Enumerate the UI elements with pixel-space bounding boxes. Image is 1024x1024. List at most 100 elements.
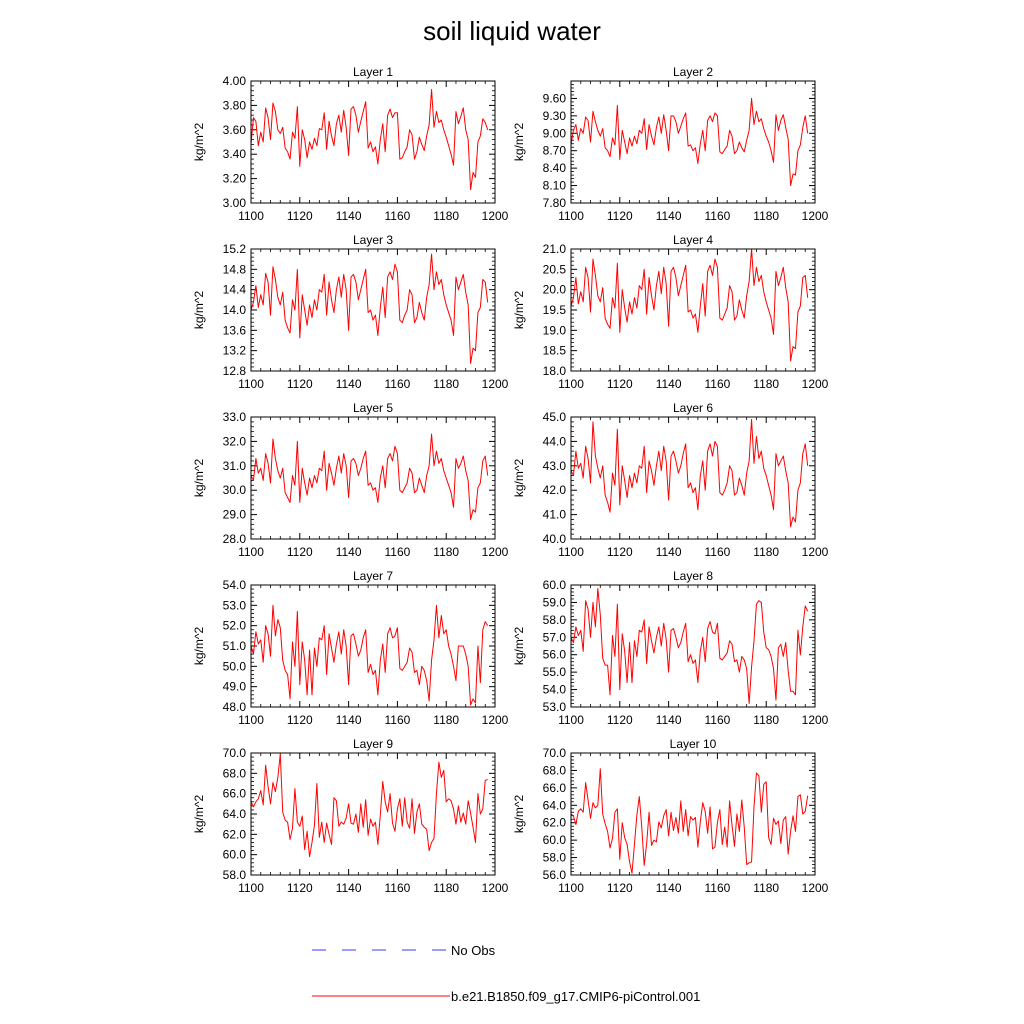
y-tick-label: 48.0 [223, 700, 247, 714]
x-tick-label: 1180 [753, 377, 779, 391]
x-tick-label: 1200 [482, 377, 509, 391]
y-tick-label: 43.0 [543, 459, 567, 473]
y-tick-label: 20.0 [543, 283, 567, 297]
x-tick-label: 1200 [482, 209, 509, 223]
y-tick-label: 8.40 [543, 161, 567, 175]
x-tick-label: 1180 [433, 545, 459, 559]
series-line [570, 768, 809, 874]
x-tick-label: 1120 [287, 713, 313, 727]
y-tick-label: 54.0 [223, 578, 247, 592]
y-tick-label: 64.0 [543, 798, 567, 812]
x-tick-label: 1140 [656, 377, 682, 391]
y-tick-label: 13.6 [223, 323, 247, 337]
y-tick-label: 3.20 [223, 172, 247, 186]
plot-frame [250, 752, 496, 876]
y-tick-label: 19.0 [543, 323, 567, 337]
y-tick-label: 13.2 [223, 344, 247, 358]
x-tick-label: 1200 [482, 713, 509, 727]
y-axis-label: kg/m^2 [192, 123, 206, 162]
panel-title: Layer 6 [673, 401, 713, 415]
y-tick-label: 53.0 [543, 700, 567, 714]
y-tick-label: 58.0 [543, 613, 567, 627]
x-tick-label: 1180 [433, 881, 459, 895]
y-tick-label: 21.0 [543, 242, 567, 256]
y-tick-label: 60.0 [543, 833, 567, 847]
x-tick-label: 1140 [336, 881, 362, 895]
y-tick-label: 3.40 [223, 147, 247, 161]
panel-7: Layer 7 kg/m^2 1100 1120 1140 1160 1180 1200 48.… [192, 569, 509, 727]
x-tick-label: 1120 [607, 713, 633, 727]
panel-10: Layer 10 kg/m^2 1100 1120 1140 1160 1180 1200 56… [512, 737, 829, 895]
series-line [250, 753, 488, 858]
panel-title: Layer 8 [673, 569, 713, 583]
y-tick-label: 70.0 [223, 746, 247, 760]
series-line [570, 587, 809, 705]
y-tick-label: 9.00 [543, 126, 567, 140]
panel-title: Layer 1 [353, 65, 393, 79]
y-tick-label: 44.0 [543, 434, 567, 448]
x-tick-label: 1120 [287, 881, 313, 895]
x-tick-label: 1100 [558, 209, 584, 223]
plot-frame [570, 80, 816, 204]
x-tick-label: 1140 [656, 713, 682, 727]
x-tick-label: 1140 [336, 209, 362, 223]
y-tick-label: 62.0 [543, 816, 567, 830]
y-tick-label: 14.8 [223, 262, 247, 276]
panel-2: Layer 2 kg/m^2 1100 1120 1140 1160 1180 1200 7.8… [512, 65, 829, 223]
y-tick-label: 31.0 [223, 459, 247, 473]
x-tick-label: 1160 [384, 377, 410, 391]
y-tick-label: 32.0 [223, 434, 247, 448]
series-line [570, 248, 809, 362]
x-tick-label: 1180 [753, 881, 779, 895]
y-tick-label: 59.0 [543, 595, 567, 609]
plot-frame [250, 80, 496, 204]
x-tick-label: 1180 [753, 209, 779, 223]
legend-model-label: b.e21.B1850.f09_g17.CMIP6-piControl.001 [451, 989, 700, 1004]
y-tick-label: 9.60 [543, 91, 567, 105]
y-tick-label: 56.0 [543, 648, 567, 662]
legend: No Obs b.e21.B1850.f09_g17.CMIP6-piContr… [312, 943, 700, 1004]
y-tick-label: 42.0 [543, 483, 567, 497]
y-tick-label: 62.0 [223, 827, 247, 841]
y-tick-label: 40.0 [543, 532, 567, 546]
x-tick-label: 1180 [753, 713, 779, 727]
x-tick-label: 1120 [607, 545, 633, 559]
y-tick-label: 33.0 [223, 410, 247, 424]
x-tick-label: 1160 [384, 881, 410, 895]
y-tick-label: 68.0 [543, 763, 567, 777]
x-tick-label: 1180 [753, 545, 779, 559]
y-tick-label: 58.0 [543, 851, 567, 865]
panel-title: Layer 4 [673, 233, 713, 247]
panel-title: Layer 5 [353, 401, 393, 415]
x-tick-label: 1200 [802, 545, 829, 559]
y-tick-label: 66.0 [543, 781, 567, 795]
y-tick-label: 66.0 [223, 787, 247, 801]
y-tick-label: 30.0 [223, 483, 247, 497]
plot-frame [250, 584, 496, 708]
panel-title: Layer 3 [353, 233, 393, 247]
y-axis-label: kg/m^2 [512, 795, 526, 834]
series-line [570, 97, 809, 187]
y-tick-label: 58.0 [223, 868, 247, 882]
panel-9: Layer 9 kg/m^2 1100 1120 1140 1160 1180 1200 58.… [192, 737, 509, 895]
plot-frame [570, 752, 816, 876]
x-tick-label: 1140 [336, 713, 362, 727]
x-tick-label: 1160 [704, 545, 730, 559]
y-axis-label: kg/m^2 [192, 627, 206, 666]
series-line [250, 253, 489, 364]
x-tick-label: 1160 [704, 713, 730, 727]
x-tick-label: 1120 [287, 545, 313, 559]
y-tick-label: 7.80 [543, 196, 567, 210]
panel-title: Layer 7 [353, 569, 393, 583]
x-tick-label: 1160 [384, 713, 410, 727]
panel-4: Layer 4 kg/m^2 1100 1120 1140 1160 1180 1200 18.… [512, 233, 829, 391]
x-tick-label: 1100 [558, 545, 584, 559]
y-tick-label: 4.00 [223, 74, 247, 88]
x-tick-label: 1140 [336, 377, 362, 391]
panel-3: Layer 3 kg/m^2 1100 1120 1140 1160 1180 1200 12.… [192, 233, 509, 391]
x-tick-label: 1100 [238, 377, 264, 391]
x-tick-label: 1140 [336, 545, 362, 559]
y-tick-label: 18.5 [543, 344, 567, 358]
x-tick-label: 1200 [802, 377, 829, 391]
x-tick-label: 1200 [802, 881, 829, 895]
